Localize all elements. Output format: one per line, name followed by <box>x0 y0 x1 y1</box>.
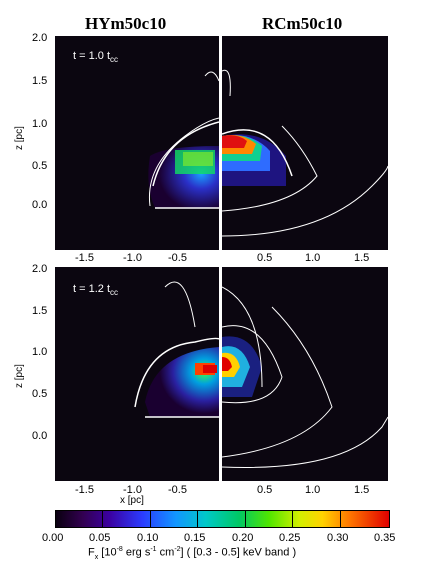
colorbar-tick: 0.20 <box>232 532 254 544</box>
x-tick-top-right-0: 0.5 <box>257 252 273 264</box>
x-tick-top-right-2: 1.5 <box>354 252 370 264</box>
y-tick-bottom-1: 1.5 <box>32 305 48 317</box>
y-axis-label-bottom: z [pc] <box>14 364 25 388</box>
y-tick-bottom-3: 0.5 <box>32 388 48 400</box>
bottom-right-map <box>222 286 388 468</box>
colorbar-divider <box>197 510 198 528</box>
x-tick-top-left-2: -0.5 <box>168 252 187 264</box>
y-tick-top-2: 1.0 <box>32 118 48 130</box>
y-tick-top-4: 0.0 <box>32 199 48 211</box>
x-tick-bottom-right-2: 1.5 <box>354 484 370 496</box>
x-tick-top-left-0: -1.5 <box>75 252 94 264</box>
colorbar-tick: 0.15 <box>184 532 206 544</box>
x-tick-bottom-right-1: 1.0 <box>305 484 321 496</box>
bottom-right-panel <box>222 267 388 481</box>
x-tick-top-left-1: -1.0 <box>123 252 142 264</box>
colorbar-tick: 0.00 <box>42 532 64 544</box>
top-right-map <box>222 69 388 237</box>
y-tick-top-0: 2.0 <box>32 32 48 44</box>
bottom-left-panel: t = 1.2 tcc <box>55 267 219 481</box>
colorbar-tick: 0.10 <box>137 532 159 544</box>
y-tick-bottom-4: 0.0 <box>32 430 48 442</box>
x-tick-bottom-right-0: 0.5 <box>257 484 273 496</box>
x-axis-label: x [pc] <box>120 495 144 506</box>
colorbar-divider <box>292 510 293 528</box>
panel-separator-top <box>219 36 222 250</box>
bottom-left-map <box>134 281 219 418</box>
colorbar-divider <box>340 510 341 528</box>
y-axis-label-top: z [pc] <box>14 126 25 150</box>
time-label-top: t = 1.0 tcc <box>73 50 118 65</box>
y-tick-bottom-0: 2.0 <box>32 263 48 275</box>
right-column-title: RCm50c10 <box>262 14 343 33</box>
top-left-map <box>148 71 219 209</box>
x-tick-bottom-left-0: -1.5 <box>75 484 94 496</box>
y-tick-top-3: 0.5 <box>32 160 48 172</box>
y-tick-bottom-2: 1.0 <box>32 346 48 358</box>
colorbar-divider <box>245 510 246 528</box>
left-column-title: HYm50c10 <box>85 14 167 33</box>
top-right-panel <box>222 36 388 250</box>
colorbar-divider <box>150 510 151 528</box>
colorbar-divider <box>102 510 103 528</box>
colorbar-tick: 0.05 <box>89 532 111 544</box>
colorbar-tick: 0.35 <box>374 532 396 544</box>
colorbar-tick: 0.25 <box>279 532 301 544</box>
panel-separator-bottom <box>219 267 222 481</box>
x-tick-bottom-left-1: -1.0 <box>123 484 142 496</box>
top-left-panel: t = 1.0 tcc <box>55 36 219 250</box>
x-tick-top-right-1: 1.0 <box>305 252 321 264</box>
colorbar-tick: 0.30 <box>327 532 349 544</box>
time-label-bottom: t = 1.2 tcc <box>73 283 118 298</box>
y-tick-top-1: 1.5 <box>32 75 48 87</box>
colorbar-label: Fx [10-8 erg s-1 cm-2] ( [0.3 - 0.5] keV… <box>88 546 297 561</box>
x-tick-bottom-left-2: -0.5 <box>168 484 187 496</box>
colorbar <box>55 510 390 528</box>
